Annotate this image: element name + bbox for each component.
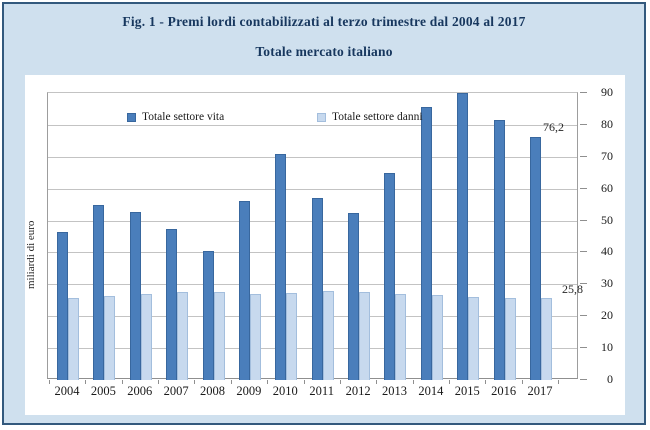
x-axis-label-2008: 2008 xyxy=(200,384,226,398)
x-axis-tick-4 xyxy=(194,380,196,384)
y-axis-tick-0 xyxy=(580,379,587,380)
figure-frame: Fig. 1 - Premi lordi contabilizzati al t… xyxy=(2,2,646,425)
bar-danni-2013 xyxy=(395,294,407,380)
y-axis-tick-40 xyxy=(580,251,587,252)
y-axis-tick-80 xyxy=(580,124,587,125)
y-axis-tick-10 xyxy=(580,347,587,348)
x-axis-tick-7 xyxy=(303,380,305,384)
bar-danni-2005 xyxy=(104,296,116,380)
gridline-70 xyxy=(48,156,577,158)
bar-vita-2017 xyxy=(529,137,541,380)
y-axis-label-30: 30 xyxy=(601,276,613,291)
x-axis-label-2011: 2011 xyxy=(309,384,334,398)
x-axis-label-2010: 2010 xyxy=(272,384,298,398)
bar-danni-2004 xyxy=(68,298,79,380)
x-axis-label-2007: 2007 xyxy=(163,384,189,398)
legend-swatch-danni-icon xyxy=(317,112,326,122)
legend-label-vita: Totale settore vita xyxy=(142,111,225,123)
x-axis-tick-14 xyxy=(558,380,560,384)
bar-vita-2004 xyxy=(57,232,68,380)
data-label-danni-2017: 25,8 xyxy=(561,281,583,296)
bar-vita-2013 xyxy=(384,173,396,380)
bar-vita-2009 xyxy=(238,201,250,380)
data-label-vita-2017: 76,2 xyxy=(542,120,564,134)
legend-swatch-vita-icon xyxy=(127,112,136,122)
x-axis-tick-8 xyxy=(339,380,341,384)
bar-danni-2017 xyxy=(540,298,552,380)
y-axis-tick-20 xyxy=(580,315,587,316)
gridline-60 xyxy=(48,188,577,190)
x-axis-label-2014: 2014 xyxy=(418,384,444,398)
x-axis-label-2004: 2004 xyxy=(54,384,80,398)
x-axis-label-2006: 2006 xyxy=(127,384,153,398)
bar-danni-2006 xyxy=(140,294,152,380)
y-axis-label-90: 90 xyxy=(601,85,613,99)
bar-danni-2009 xyxy=(249,294,261,380)
y-axis-tick-30 xyxy=(580,283,587,284)
x-axis-tick-11 xyxy=(449,380,451,384)
y-axis-title: miliardi di euro xyxy=(25,220,37,290)
chart-panel: miliardi di euro Totale settore vita Tot… xyxy=(25,75,625,415)
x-axis-label-2012: 2012 xyxy=(345,384,371,398)
bar-vita-2005 xyxy=(93,205,105,380)
bar-vita-2016 xyxy=(493,120,505,380)
legend-item-vita: Totale settore vita xyxy=(127,111,224,123)
y-axis-label-70: 70 xyxy=(601,148,613,163)
bar-danni-2011 xyxy=(322,291,334,380)
bar-danni-2012 xyxy=(359,292,371,380)
bar-danni-2015 xyxy=(468,297,480,380)
bar-vita-2010 xyxy=(275,154,287,380)
x-axis-tick-13 xyxy=(521,380,523,384)
bar-danni-2007 xyxy=(177,292,189,380)
y-axis-tick-90 xyxy=(580,92,587,93)
x-axis-tick-9 xyxy=(376,380,378,384)
y-axis-label-60: 60 xyxy=(601,180,613,195)
x-axis-tick-0 xyxy=(48,380,50,384)
x-axis-label-2013: 2013 xyxy=(381,384,407,398)
y-axis-tick-50 xyxy=(580,220,587,221)
bar-vita-2008 xyxy=(202,251,214,380)
plot-area xyxy=(47,92,578,380)
x-axis-label-2009: 2009 xyxy=(236,384,262,398)
bar-vita-2011 xyxy=(311,198,323,380)
x-axis-tick-10 xyxy=(412,380,414,384)
x-axis-tick-6 xyxy=(267,380,269,384)
y-axis-label-0: 0 xyxy=(607,372,613,386)
x-axis-tick-12 xyxy=(485,380,487,384)
x-axis-tick-5 xyxy=(230,380,232,384)
bar-vita-2014 xyxy=(420,107,432,380)
x-axis-tick-1 xyxy=(85,380,87,384)
bar-vita-2012 xyxy=(348,213,360,380)
figure-title: Fig. 1 - Premi lordi contabilizzati al t… xyxy=(122,14,526,29)
y-axis-label-50: 50 xyxy=(601,212,613,227)
bar-vita-2007 xyxy=(166,229,178,380)
y-axis-tick-70 xyxy=(580,156,587,157)
bar-vita-2015 xyxy=(457,93,469,380)
bar-danni-2010 xyxy=(286,293,298,380)
x-axis-tick-2 xyxy=(121,380,123,384)
x-axis-label-2017: 2017 xyxy=(527,384,553,398)
x-axis-label-2016: 2016 xyxy=(491,384,517,398)
x-axis-tick-3 xyxy=(157,380,159,384)
y-axis-label-20: 20 xyxy=(601,308,613,323)
y-axis-label-40: 40 xyxy=(601,244,613,259)
y-axis-tick-60 xyxy=(580,188,587,189)
legend-item-danni: Totale settore danni xyxy=(317,111,423,123)
gridline-80 xyxy=(48,124,577,126)
bar-vita-2006 xyxy=(129,212,141,380)
bar-danni-2014 xyxy=(431,295,443,380)
y-axis-label-80: 80 xyxy=(601,116,613,131)
y-axis-label-10: 10 xyxy=(601,340,613,355)
x-axis-label-2015: 2015 xyxy=(454,384,480,398)
legend-label-danni: Totale settore danni xyxy=(332,111,423,123)
bar-danni-2016 xyxy=(504,298,516,380)
x-axis-label-2005: 2005 xyxy=(90,384,116,398)
figure-subtitle: Totale mercato italiano xyxy=(255,44,393,59)
bar-danni-2008 xyxy=(213,292,225,380)
